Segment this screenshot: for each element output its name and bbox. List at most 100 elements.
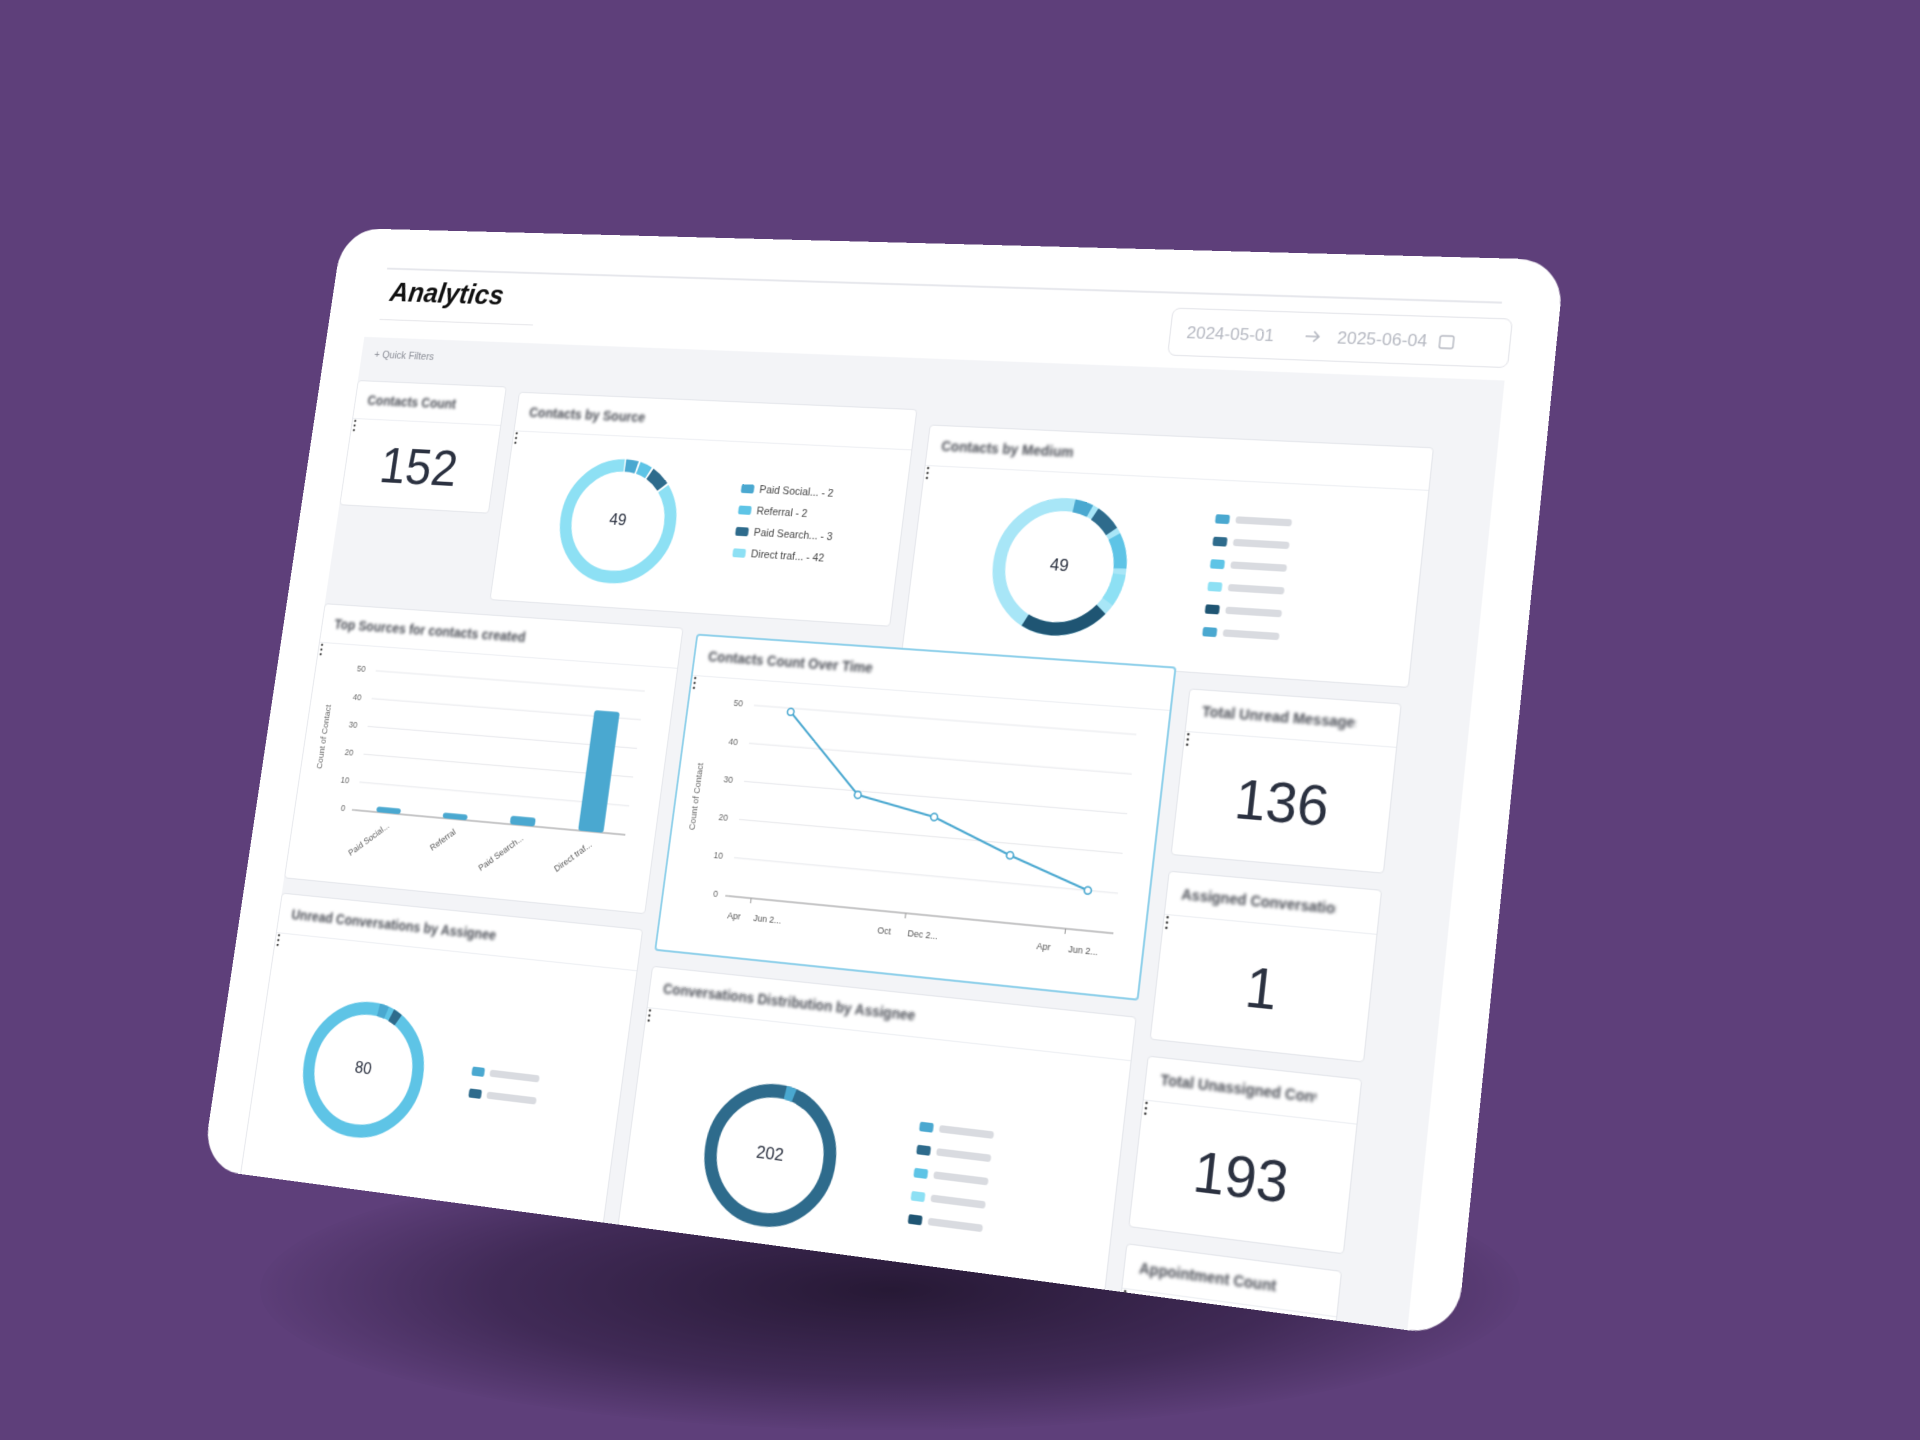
widget-card: Contacts by Medium 49 — [901, 424, 1434, 688]
legend-swatch — [740, 484, 755, 494]
legend-label-blurred — [486, 1091, 537, 1105]
donut-total: 49 — [1049, 556, 1070, 576]
legend-swatch — [913, 1167, 929, 1179]
y-tick-label: 0 — [340, 803, 346, 813]
widget-body: Count of Contact 0 10 20 30 40 50 Paid Social..… — [315, 664, 675, 874]
tablet-screen: Analytics 2024-05-01 2025-06-04 + Quick … — [201, 228, 1565, 1337]
y-tick-label: 0 — [713, 889, 719, 900]
grid-line — [754, 705, 1136, 734]
widget-body: 193 — [1190, 1138, 1292, 1215]
legend-swatch — [737, 505, 752, 515]
x-tick-label: Jun 2... — [753, 913, 782, 926]
legend-label: Direct traf... - 42 — [750, 547, 825, 564]
legend-swatch — [732, 548, 747, 558]
x-tick-mark — [1065, 929, 1066, 934]
y-tick-label: 20 — [718, 812, 729, 823]
widget-card: Total Unassigned Conversations 193 — [1128, 1055, 1363, 1255]
widget-body: 152 — [376, 436, 461, 497]
widget-body: 80 — [240, 933, 540, 1230]
widget-card: Assigned Conversations 1 — [1149, 870, 1383, 1063]
bar — [376, 806, 402, 815]
widget-body: 202 — [613, 1008, 995, 1336]
x-tick-label: Paid Search... — [477, 833, 525, 873]
legend-swatch — [1212, 536, 1228, 547]
legend-swatch — [471, 1066, 486, 1077]
legend-label-blurred — [935, 1148, 992, 1163]
widget-body: 136 — [1232, 767, 1333, 839]
legend-swatch — [1214, 514, 1231, 525]
legend-swatch — [1207, 581, 1223, 592]
y-axis-label: Count of Contact — [687, 762, 706, 831]
y-tick-label: 40 — [728, 736, 739, 747]
legend-swatch — [907, 1214, 923, 1226]
legend-swatch — [1209, 559, 1226, 570]
grid-line — [734, 858, 1118, 894]
calendar-icon[interactable] — [1436, 332, 1458, 352]
legend-swatch — [916, 1144, 932, 1156]
donut-total: 49 — [608, 511, 627, 530]
widget-card: Top Sources for contacts created Count of… — [284, 603, 684, 915]
x-tick-label: Apr — [1036, 940, 1052, 952]
widget-body: Paid Social... - 2 Referral - 2 Paid Searc… — [491, 431, 834, 624]
metric-value: 136 — [1232, 767, 1333, 839]
date-range-picker[interactable]: 2024-05-01 2025-06-04 — [1167, 307, 1514, 369]
x-tick-label: Direct traf... — [552, 839, 593, 874]
line-point — [854, 791, 862, 799]
x-tick-label: Apr — [727, 910, 742, 922]
y-tick-label: 30 — [348, 719, 358, 730]
y-tick-label: 50 — [733, 698, 744, 709]
quick-filters[interactable]: + Quick Filters — [373, 349, 435, 363]
widget-card: Contacts by Source Paid Social... - 2 Refe… — [489, 391, 918, 627]
legend-label-blurred — [1225, 606, 1283, 618]
legend-label: Paid Search... - 3 — [753, 525, 833, 542]
x-tick-label: Jun 2... — [1068, 944, 1099, 958]
legend-swatch — [735, 526, 749, 537]
legend-swatch — [468, 1088, 483, 1099]
line-point — [787, 708, 794, 715]
x-tick-mark — [905, 913, 906, 918]
legend-swatch — [918, 1121, 934, 1133]
x-tick-label: Dec 2... — [907, 928, 938, 942]
line-series — [771, 712, 1105, 891]
y-tick-label: 50 — [356, 664, 366, 675]
legend-label-blurred — [930, 1194, 986, 1209]
arrow-icon — [1303, 328, 1323, 345]
legend-label-blurred — [938, 1125, 995, 1139]
title-rule — [379, 318, 533, 326]
metric-value: 193 — [1190, 1138, 1292, 1215]
y-tick-label: 10 — [340, 775, 350, 786]
legend-swatch — [910, 1190, 926, 1203]
grid-line — [739, 819, 1123, 853]
legend-label-blurred — [927, 1217, 984, 1233]
grid-line — [749, 743, 1132, 774]
legend-label-blurred — [1230, 561, 1288, 572]
widget-card: Unread Conversations by Assignee 80 — [238, 892, 644, 1233]
legend-label-blurred — [1222, 629, 1280, 641]
page-title: Analytics — [388, 277, 506, 312]
line-point — [930, 813, 938, 821]
y-tick-label: 30 — [723, 774, 734, 785]
end-date[interactable]: 2025-06-04 — [1336, 328, 1429, 351]
metric-value: 152 — [376, 436, 461, 497]
quick-filters-label[interactable]: Quick Filters — [381, 349, 435, 363]
widget-card: Contacts Count 152 — [339, 380, 507, 514]
start-date[interactable]: 2024-05-01 — [1185, 323, 1276, 346]
legend-swatch — [1204, 604, 1220, 615]
y-tick-label: 40 — [352, 692, 362, 703]
metric-value: 1 — [1242, 954, 1280, 1022]
x-tick-label: Paid Social... — [347, 820, 391, 858]
bar — [578, 710, 620, 833]
grid-line — [744, 781, 1127, 813]
widget-body: 1 — [1242, 954, 1280, 1022]
legend-label-blurred — [489, 1069, 540, 1083]
widget-card: Contacts Count Over Time Count of Contact… — [654, 633, 1177, 1001]
legend-label-blurred — [1227, 583, 1285, 595]
y-tick-label: 10 — [713, 850, 724, 861]
line-point — [1084, 887, 1092, 895]
x-tick-label: Referral — [428, 826, 457, 853]
widget-card: Total Unread Messages 136 — [1170, 688, 1402, 874]
widget-body: 49 — [902, 466, 1293, 686]
x-tick-label: Oct — [877, 925, 893, 937]
legend-label-blurred — [933, 1171, 989, 1186]
